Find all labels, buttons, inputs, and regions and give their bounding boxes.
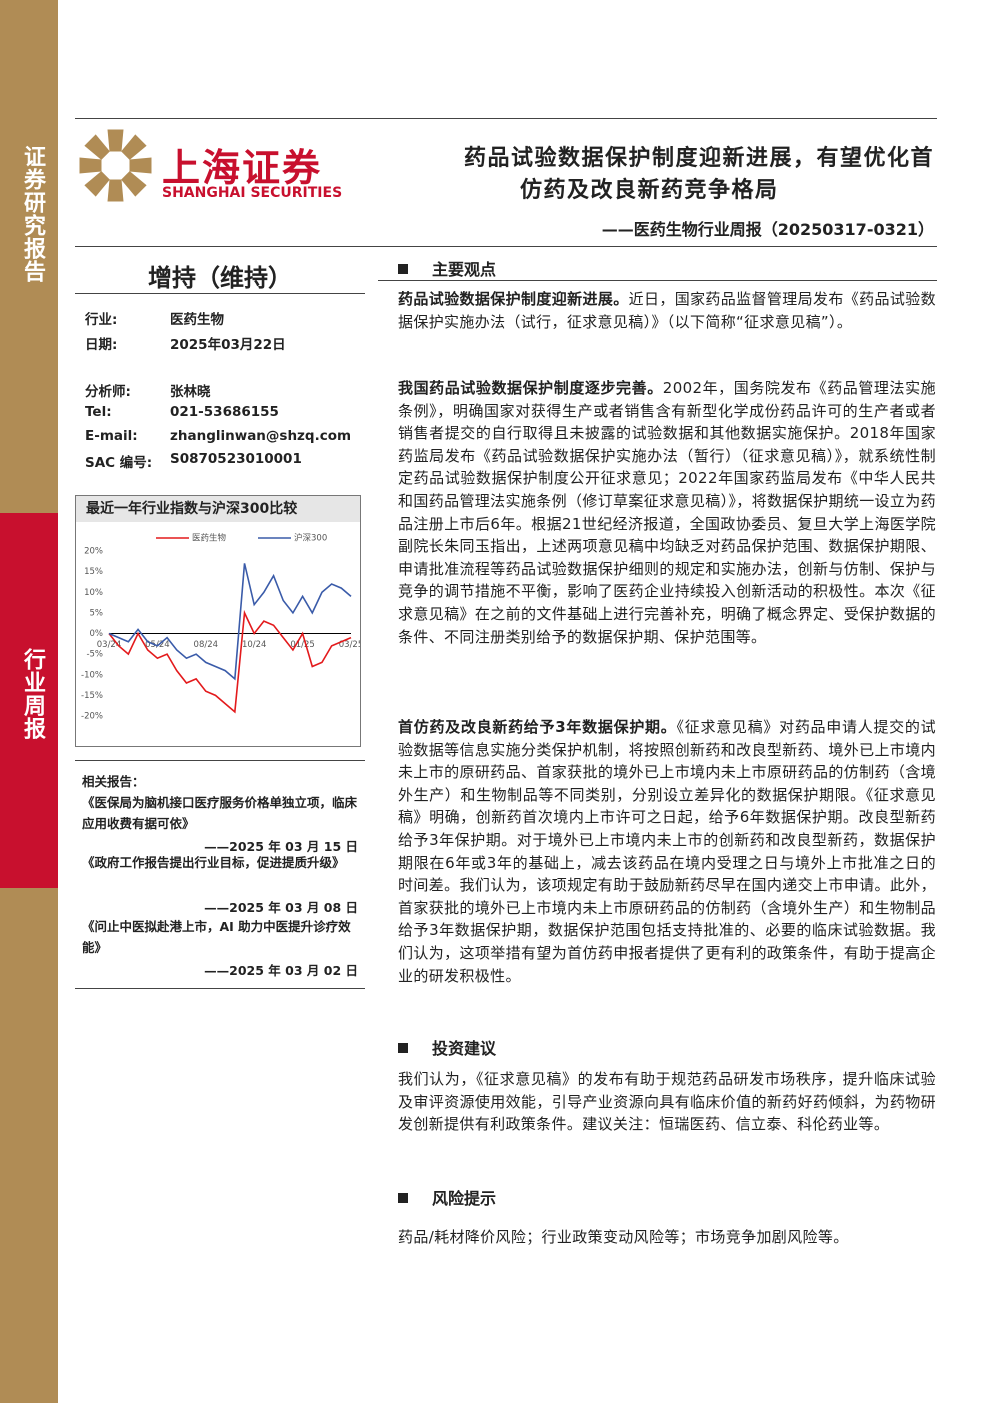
sidebar-label: 行业周报 [20, 648, 45, 740]
y-tick-label: 15% [84, 567, 103, 577]
lead: 首仿药及改良新药给予3年数据保护期。 [398, 718, 677, 736]
y-tick-label: 20% [84, 547, 103, 557]
x-tick-label: 08/24 [194, 640, 219, 650]
x-tick-label: 03/25 [339, 640, 360, 650]
y-tick-label: 5% [90, 608, 104, 618]
chart: 20%15%10%5%0%-5%-10%-15%-20%03/24 05/24 08… [81, 533, 363, 722]
paragraph: 我们认为，《征求意见稿》的发布有助于规范药品研发市场秩序，提升临床试验及审评资源… [398, 1068, 936, 1136]
info-value: 021-53686155 [170, 404, 279, 420]
legend-label: 医药生物 [192, 533, 227, 544]
logo-mark [79, 129, 152, 202]
info-value: 2025年03月22日 [170, 337, 286, 353]
section-heading: 投资建议 [398, 1035, 496, 1059]
section-heading: 主要观点 [398, 256, 496, 280]
info-label: 日期: [85, 337, 118, 353]
info-value: zhanglinwan@shzq.com [170, 428, 352, 444]
y-tick-label: -5% [86, 650, 103, 660]
section-heading: 风险提示 [398, 1185, 496, 1209]
x-tick-label: 03/24 [97, 640, 122, 650]
related-title: 《问止中医拟赴港上市，AI 助力中医提升诊疗效能》 [82, 919, 351, 955]
report-title: 药品试验数据保护制度迎新进展，有望优化首 [463, 146, 934, 171]
logo-subtext: SHANGHAI SECURITIES [162, 185, 343, 201]
rule [378, 280, 937, 281]
x-tick-label: 10/24 [242, 640, 267, 650]
legend-label: 沪深300 [294, 533, 327, 544]
y-tick-label: 0% [90, 629, 104, 639]
info-label: Tel: [85, 404, 112, 420]
paragraph: 药品试验数据保护制度迎新进展。近日，国家药品监督管理局发布《药品试验数据保护实施… [398, 288, 936, 333]
info-value: 医药生物 [170, 312, 224, 328]
report-subtitle: ——医药生物行业周报（20250317-0321） [601, 220, 934, 239]
info-value: S0870523010001 [170, 451, 302, 467]
text: 近日，国家药品监督管理局发布《药品试验数据保护实施办法（试行，征求意见稿）》（以… [398, 290, 936, 331]
text: 2002年，国务院发布《药品管理法实施条例》，明确国家对获得生产或者销售含有新型… [398, 379, 937, 646]
rule [75, 246, 937, 247]
rule [75, 988, 365, 989]
series-line [108, 609, 352, 714]
paragraph: 我国药品试验数据保护制度逐步完善。2002年，国务院发布《药品管理法实施条例》，… [398, 377, 936, 648]
chart-title: 最近一年行业指数与沪深300比较 [76, 496, 360, 522]
report-title: 仿药及改良新药竞争格局 [520, 178, 779, 203]
x-tick-label: 01/25 [290, 640, 315, 650]
y-tick-label: -15% [81, 691, 103, 701]
rule [75, 118, 937, 119]
info-label: 行业: [85, 312, 118, 328]
text: 《征求意见稿》对药品申请人提交的试验数据等信息实施分类保护机制，将按照创新药和改… [398, 718, 936, 985]
sidebar-label: 证券研究报告 [20, 145, 45, 283]
info-value: 张林晓 [170, 384, 211, 400]
info-label: 分析师: [85, 384, 131, 400]
info-label: SAC 编号: [85, 455, 153, 471]
y-tick-label: -10% [81, 670, 103, 680]
related-date: ——2025 年 03 月 02 日 [204, 963, 358, 978]
text: 药品/耗材降价风险；行业政策变动风险等；市场竞争加剧风险等。 [398, 1228, 849, 1246]
related-title: 《医保局为脑机接口医疗服务价格单独立项，临床应用收费有据可依》 [82, 795, 358, 831]
logo-text: 上海证券 [162, 146, 323, 190]
chart-box: 最近一年行业指数与沪深300比较 20% 15% 10% 5% 0% -5% -10% -15… [75, 495, 363, 747]
rule [75, 293, 365, 294]
y-tick-label: 10% [84, 588, 103, 598]
rating: 增持（维持） [148, 264, 292, 292]
lead: 我国药品试验数据保护制度逐步完善。 [398, 379, 663, 397]
lead: 药品试验数据保护制度迎新进展。 [398, 290, 629, 308]
related-date: ——2025 年 03 月 08 日 [204, 900, 358, 915]
paragraph: 药品/耗材降价风险；行业政策变动风险等；市场竞争加剧风险等。 [398, 1226, 936, 1249]
paragraph: 首仿药及改良新药给予3年数据保护期。《征求意见稿》对药品申请人提交的试验数据等信… [398, 716, 936, 987]
y-tick-label: -20% [81, 712, 103, 722]
related-date: ——2025 年 03 月 15 日 [204, 839, 358, 854]
info-label: E-mail: [85, 428, 138, 444]
rule [75, 760, 365, 761]
related-title: 《政府工作报告提出行业目标，促进提质升级》 [82, 855, 345, 870]
text: 我们认为，《征求意见稿》的发布有助于规范药品研发市场秩序，提升临床试验及审评资源… [398, 1070, 936, 1134]
related-heading: 相关报告： [82, 774, 145, 789]
sidebar-accent [0, 513, 58, 888]
series-line [108, 563, 352, 681]
